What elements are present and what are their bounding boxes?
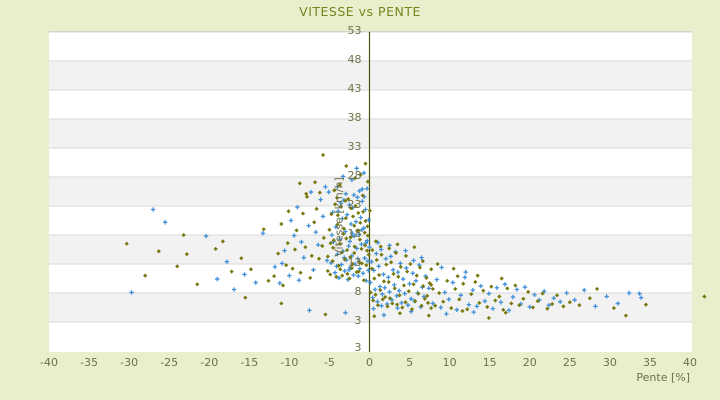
y-tick-label: 48 xyxy=(347,53,362,66)
y-tick-label: 3 xyxy=(354,314,362,327)
x-tick-label: -35 xyxy=(80,356,99,369)
x-tick-label: 5 xyxy=(406,356,414,369)
scatter-plot xyxy=(49,31,707,352)
y-tick-label: 33 xyxy=(347,140,362,153)
x-tick-label: 25 xyxy=(562,356,577,369)
plot-band xyxy=(49,32,692,61)
x-tick-label: -20 xyxy=(200,356,219,369)
x-tick-label: -15 xyxy=(240,356,259,369)
x-tick-label: -10 xyxy=(280,356,299,369)
x-tick-label: 40 xyxy=(683,356,697,369)
plot-band xyxy=(49,293,692,322)
x-tick-label: 15 xyxy=(482,356,497,369)
y-tick-label: 13 xyxy=(347,256,362,269)
y-tick-label: 18 xyxy=(347,227,362,240)
x-axis-title: Pente [%] xyxy=(636,371,690,384)
y-tick-label: 43 xyxy=(347,82,362,95)
x-tick-label: 35 xyxy=(642,356,657,369)
x-tick-label: 0 xyxy=(366,356,373,369)
y-axis-title: Vitesse [km/h] xyxy=(332,177,346,257)
plot-band xyxy=(49,322,692,352)
x-tick-label: 20 xyxy=(522,356,537,369)
x-tick-label: -30 xyxy=(120,356,139,369)
plot-band xyxy=(49,61,692,90)
plot-bands xyxy=(49,31,692,352)
plot-band xyxy=(49,148,692,177)
plot-band xyxy=(49,90,692,119)
x-tick-label: 30 xyxy=(602,356,617,369)
plot-band xyxy=(49,235,692,264)
plot-band xyxy=(49,119,692,148)
x-tick-label: 10 xyxy=(442,356,457,369)
y-tick-label: 28 xyxy=(347,169,362,182)
plot-area xyxy=(49,31,707,352)
x-tick-label: -25 xyxy=(160,356,179,369)
y-tick-label: 23 xyxy=(347,198,362,211)
chart-title: VITESSE vs PENTE xyxy=(299,4,421,19)
x-tick-label: -40 xyxy=(40,356,58,369)
y-tick-label: 38 xyxy=(347,111,362,124)
scatter-point-serie-olive xyxy=(702,294,707,299)
y-tick-label: 53 xyxy=(347,24,362,37)
y-tick-label: 3 xyxy=(354,341,362,354)
plot-band xyxy=(49,177,692,206)
y-tick-label: 8 xyxy=(354,285,362,298)
x-tick-label: -5 xyxy=(323,356,335,369)
